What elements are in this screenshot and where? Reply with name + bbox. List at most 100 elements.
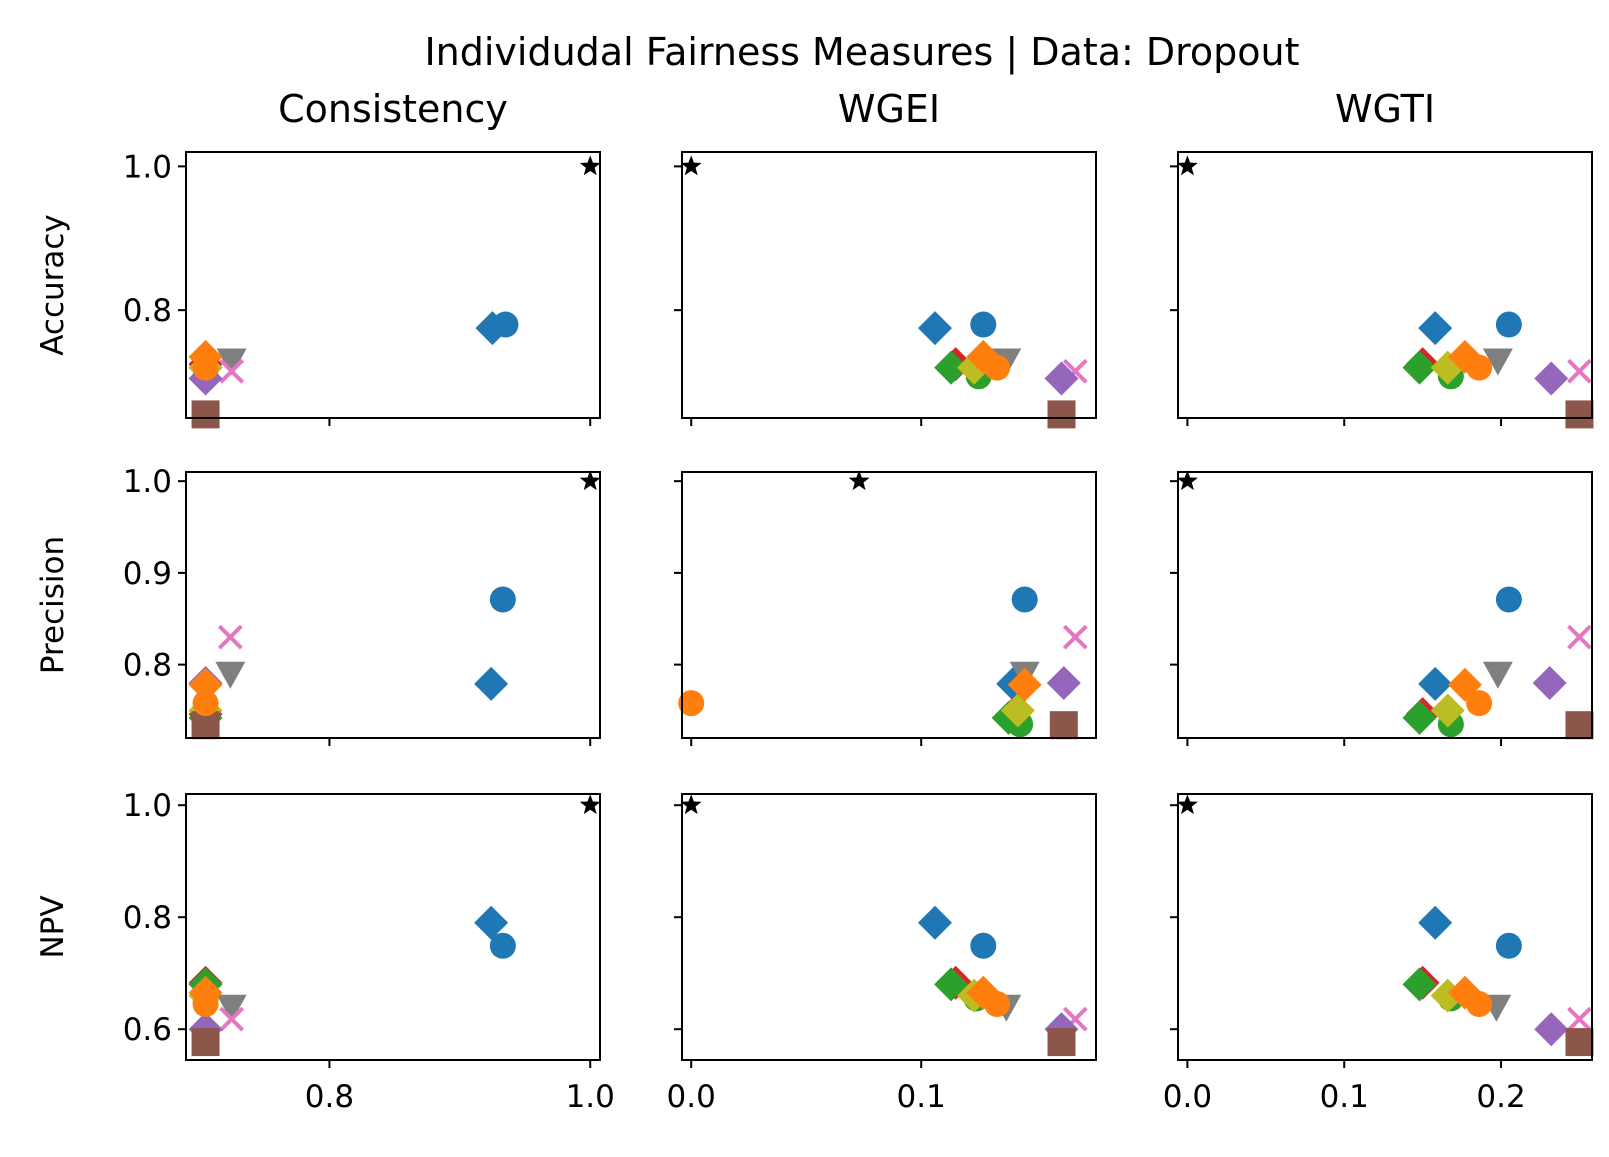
- point-diamond-2: [1418, 905, 1453, 940]
- point-x-8: [1062, 624, 1088, 650]
- point-diamond-6: [1430, 693, 1465, 728]
- point-diamond-2: [918, 905, 952, 940]
- panel-0-2: WGTI: [1170, 87, 1594, 429]
- panel-0-1: WGEI: [674, 87, 1097, 429]
- point-circle-1: [1495, 311, 1522, 338]
- point-square-10: [1565, 711, 1594, 740]
- point-star-0: [579, 470, 601, 491]
- point-circle-1: [489, 586, 516, 613]
- point-square-10: [191, 1028, 220, 1057]
- point-circle-12: [192, 690, 219, 717]
- y-tick-label: 0.8: [123, 648, 172, 684]
- point-circle-1: [1495, 932, 1522, 959]
- point-triangle-down-7: [216, 994, 247, 1022]
- point-diamond-9: [1044, 361, 1079, 396]
- point-diamond-9: [1534, 1012, 1569, 1047]
- point-circle-1: [970, 311, 997, 338]
- axes-frame: [185, 793, 601, 1061]
- y-tick-label: 0.8: [123, 293, 172, 329]
- panel-2-0: 0.6 0.8 1.0 0.8 1.0 NPV: [35, 788, 615, 1115]
- x-tick-label: 0.1: [897, 1079, 946, 1115]
- point-triangle-down-7: [1482, 348, 1513, 376]
- point-diamond-9: [1534, 361, 1569, 396]
- axes-frame: [681, 471, 1097, 739]
- point-circle-12: [192, 991, 219, 1017]
- point-circle-12: [1466, 991, 1493, 1017]
- point-diamond-11: [188, 667, 223, 702]
- point-star-0: [680, 155, 702, 176]
- axes-frame: [1177, 151, 1593, 419]
- point-diamond-2: [918, 311, 952, 346]
- axes-frame: [681, 793, 1097, 1061]
- point-x-8: [217, 624, 243, 650]
- point-x-8: [219, 1006, 245, 1032]
- x-tick-label: 0.8: [305, 1079, 354, 1115]
- axes-frame: [681, 151, 1097, 419]
- point-diamond-9: [1046, 665, 1081, 700]
- figure-title: Individudal Fairness Measures | Data: Dr…: [424, 30, 1299, 75]
- point-circle-12: [984, 991, 1011, 1017]
- y-tick-label: 0.9: [123, 556, 172, 592]
- row-label: Precision: [35, 536, 71, 674]
- point-diamond-6: [1000, 693, 1035, 728]
- point-star-0: [848, 470, 870, 491]
- point-triangle-down-7: [216, 348, 247, 376]
- row-label: NPV: [35, 895, 71, 958]
- point-star-0: [1176, 155, 1198, 176]
- point-diamond-2: [474, 666, 509, 701]
- point-diamond-9: [1532, 665, 1567, 700]
- column-title: WGTI: [1335, 87, 1435, 131]
- point-circle-1: [970, 932, 997, 959]
- point-square-10: [1047, 1028, 1076, 1057]
- point-star-0: [1176, 470, 1198, 491]
- point-circle-12: [984, 354, 1011, 381]
- point-star-0: [579, 794, 601, 815]
- axes-frame: [1177, 471, 1593, 739]
- point-diamond-2: [474, 905, 509, 940]
- point-diamond-4: [1402, 967, 1437, 1002]
- point-circle-12: [1466, 690, 1493, 717]
- axes-frame: [1177, 793, 1593, 1061]
- point-diamond-4: [1402, 350, 1437, 385]
- point-square-10: [1049, 711, 1078, 740]
- point-star-0: [579, 155, 601, 176]
- panel-2-2: 0.0 0.1 0.2: [1163, 793, 1594, 1115]
- point-square-10: [1565, 400, 1594, 429]
- point-square-10: [1565, 1028, 1594, 1057]
- point-diamond-4: [934, 350, 969, 385]
- point-x-8: [1567, 624, 1592, 650]
- point-circle-1: [1495, 586, 1522, 613]
- panel-2-1: 0.0 0.1: [667, 793, 1097, 1115]
- point-circle-12: [192, 354, 219, 381]
- panel-1-2: [1170, 470, 1594, 746]
- row-label: Accuracy: [35, 214, 71, 356]
- panel-1-0: 0.8 0.9 1.0 Precision: [35, 464, 601, 746]
- point-circle-1: [1011, 586, 1038, 613]
- x-tick-label: 1.0: [566, 1079, 615, 1115]
- y-tick-label: 1.0: [123, 788, 172, 824]
- panel-1-1: [674, 470, 1097, 746]
- point-diamond-4: [1402, 700, 1437, 735]
- subplot-grid: 0.8 1.0 Consistency Accuracy WGEI WGTI 0.8 0.9 1…: [35, 87, 1594, 1115]
- point-star-0: [1176, 794, 1198, 815]
- point-circle-12: [1466, 354, 1493, 381]
- point-diamond-4: [934, 967, 969, 1002]
- y-tick-label: 1.0: [123, 464, 172, 500]
- column-title: Consistency: [278, 87, 508, 131]
- y-tick-label: 1.0: [123, 149, 172, 185]
- point-circle-1: [489, 932, 516, 959]
- axes-frame: [185, 471, 601, 739]
- column-title: WGEI: [838, 87, 940, 131]
- y-tick-label: 0.6: [123, 1012, 172, 1048]
- y-tick-label: 0.8: [123, 900, 172, 936]
- panel-0-0: 0.8 1.0 Consistency Accuracy: [35, 87, 601, 429]
- x-tick-label: 0.2: [1476, 1079, 1525, 1115]
- point-x-8: [1567, 358, 1592, 384]
- point-x-8: [219, 358, 245, 384]
- x-tick-label: 0.0: [667, 1079, 716, 1115]
- point-x-8: [1567, 1006, 1592, 1032]
- point-circle-12: [678, 690, 705, 717]
- x-tick-label: 0.0: [1163, 1079, 1212, 1115]
- point-square-10: [1047, 400, 1076, 429]
